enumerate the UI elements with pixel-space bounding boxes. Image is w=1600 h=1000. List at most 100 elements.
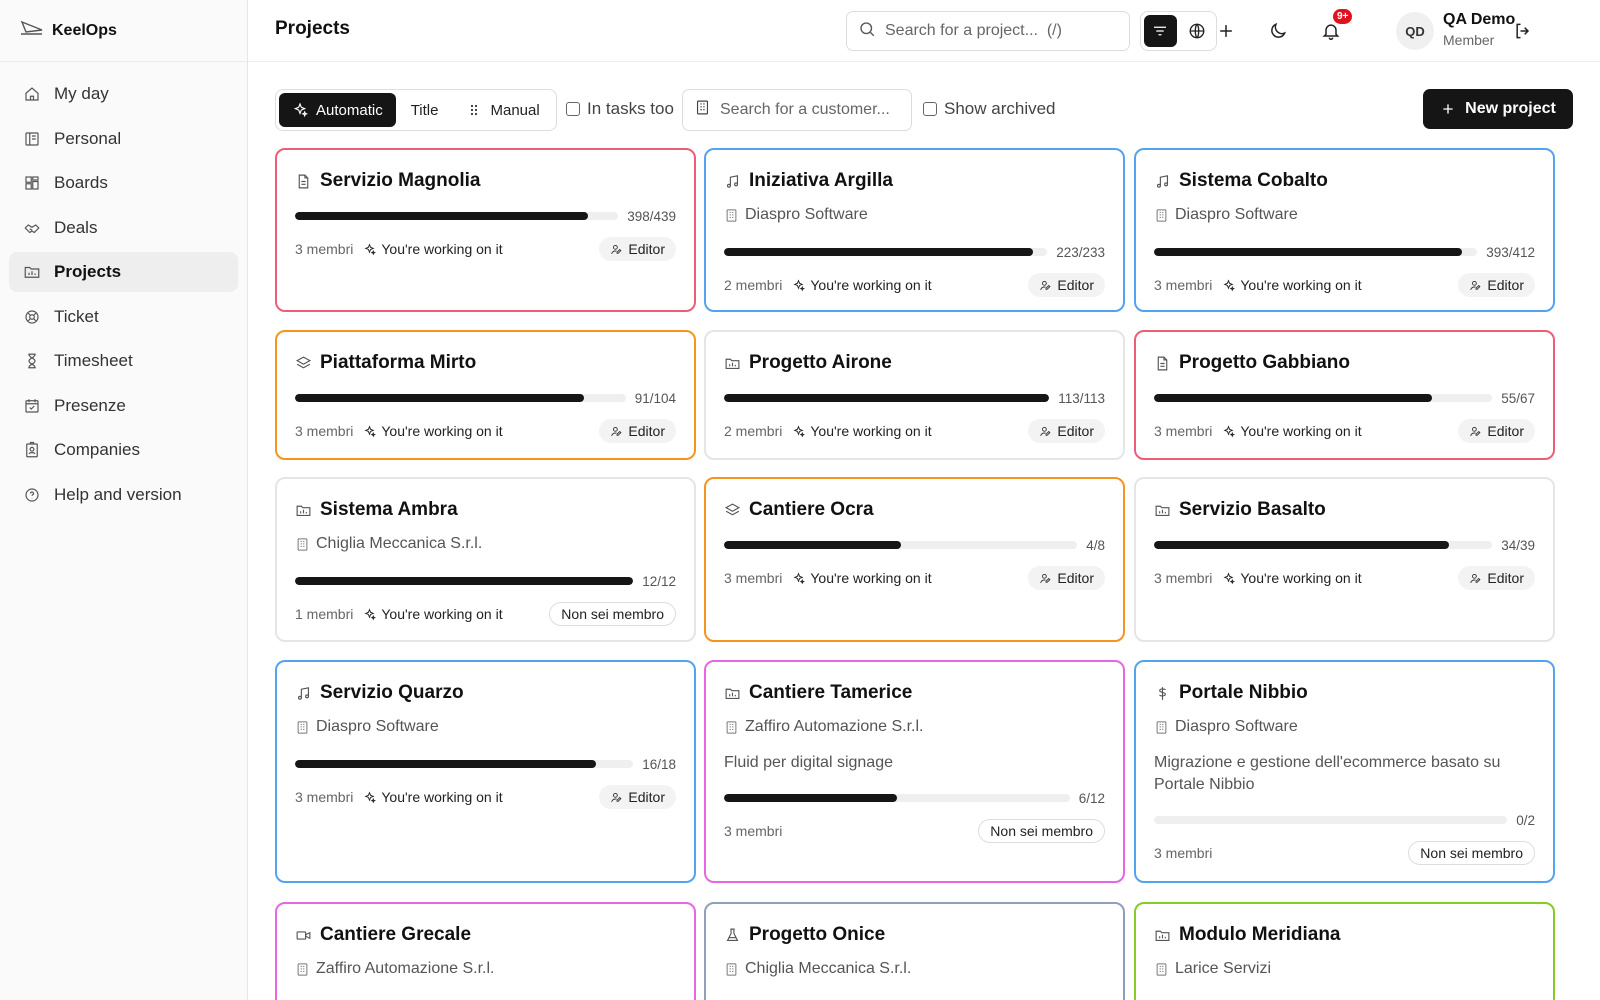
avatar[interactable]: QD [1396, 12, 1434, 50]
sidebar-item-deals[interactable]: Deals [9, 208, 238, 248]
project-card[interactable]: Cantiere Grecale Zaffiro Automazione S.r.… [275, 902, 696, 1000]
globe-button[interactable] [1181, 15, 1214, 47]
project-card[interactable]: Portale Nibbio Diaspro Software Migrazione… [1134, 660, 1555, 883]
project-title[interactable]: Modulo Meridiana [1154, 924, 1341, 946]
role-badge[interactable]: Editor [599, 237, 676, 261]
building-icon [297, 962, 308, 976]
role-badge[interactable]: Editor [1458, 566, 1535, 590]
role-badge[interactable]: Editor [599, 419, 676, 443]
role-badge[interactable]: Non sei membro [549, 602, 676, 626]
sort-manual-button[interactable]: Manual [453, 93, 552, 127]
checkbox-box[interactable] [566, 102, 580, 116]
role-badge[interactable]: Editor [1028, 419, 1105, 443]
top-bar: Projects 9+ QD QA Demo Member [248, 0, 1600, 62]
role-badge[interactable]: Editor [599, 785, 676, 809]
project-card[interactable]: Iniziativa Argilla Diaspro Software 223/2… [704, 148, 1125, 312]
progress-bar [724, 394, 1050, 402]
project-customer[interactable]: Zaffiro Automazione S.r.l. [295, 960, 494, 978]
project-card[interactable]: Cantiere Tamerice Zaffiro Automazione S.r… [704, 660, 1125, 883]
project-title[interactable]: Sistema Cobalto [1154, 170, 1328, 192]
role-badge[interactable]: Non sei membro [1408, 841, 1535, 865]
project-title[interactable]: Progetto Airone [724, 352, 892, 374]
role-badge[interactable]: Editor [1028, 273, 1105, 297]
project-card[interactable]: Cantiere Ocra 4/8 3 membri You're workin… [704, 477, 1125, 642]
add-button[interactable] [1210, 15, 1242, 47]
role-badge[interactable]: Non sei membro [978, 819, 1105, 843]
sidebar-item-label: Timesheet [54, 351, 133, 370]
project-title[interactable]: Sistema Ambra [295, 499, 458, 521]
project-meta: 1 membri You're working on it Non sei me… [295, 602, 676, 626]
project-customer[interactable]: Larice Servizi [1154, 960, 1271, 978]
project-title[interactable]: Servizio Magnolia [295, 170, 480, 192]
new-project-button[interactable]: New project [1423, 89, 1573, 129]
role-label: Editor [1057, 277, 1094, 293]
project-card[interactable]: Sistema Cobalto Diaspro Software 393/412 … [1134, 148, 1555, 312]
project-title[interactable]: Cantiere Ocra [724, 499, 874, 521]
project-title[interactable]: Cantiere Tamerice [724, 682, 912, 704]
project-card[interactable]: Piattaforma Mirto 91/104 3 membri You're… [275, 330, 696, 460]
project-description: Fluid per digital signage [724, 754, 893, 771]
working-status: You're working on it [1222, 423, 1362, 439]
project-card[interactable]: Servizio Basalto 34/39 3 membri You're w… [1134, 477, 1555, 642]
sidebar-item-ticket[interactable]: Ticket [9, 297, 238, 337]
sidebar-item-help-and-version[interactable]: Help and version [9, 475, 238, 515]
role-badge[interactable]: Editor [1458, 273, 1535, 297]
theme-toggle-button[interactable] [1262, 15, 1294, 47]
checkbox-box[interactable] [923, 102, 937, 116]
role-badge[interactable]: Editor [1458, 419, 1535, 443]
brand[interactable]: KeelOps [0, 0, 247, 62]
sparkles-icon [364, 424, 377, 437]
project-title[interactable]: Piattaforma Mirto [295, 352, 476, 374]
progress-bar [1154, 541, 1493, 549]
project-card[interactable]: Sistema Ambra Chiglia Meccanica S.r.l. 12… [275, 477, 696, 642]
project-customer[interactable]: Chiglia Meccanica S.r.l. [295, 535, 482, 553]
role-badge[interactable]: Editor [1028, 566, 1105, 590]
project-search-input[interactable] [885, 22, 1115, 40]
project-meta: 3 membri You're working on it Editor [1154, 566, 1535, 590]
project-title[interactable]: Progetto Gabbiano [1154, 352, 1350, 374]
project-card[interactable]: Progetto Onice Chiglia Meccanica S.r.l. [704, 902, 1125, 1000]
project-search[interactable] [846, 11, 1130, 51]
project-card[interactable]: Progetto Airone 113/113 2 membri You're … [704, 330, 1125, 460]
sidebar-item-personal[interactable]: Personal [9, 119, 238, 159]
sidebar-item-presenze[interactable]: Presenze [9, 386, 238, 426]
layers-icon [295, 355, 312, 368]
project-card[interactable]: Servizio Magnolia 398/439 3 membri You'r… [275, 148, 696, 312]
project-card[interactable]: Servizio Quarzo Diaspro Software 16/18 3 … [275, 660, 696, 883]
sort-automatic-button[interactable]: Automatic [279, 93, 396, 127]
project-title[interactable]: Servizio Basalto [1154, 499, 1326, 521]
sort-title-button[interactable]: Title [398, 93, 452, 127]
project-customer[interactable]: Diaspro Software [1154, 206, 1298, 224]
sidebar-item-my-day[interactable]: My day [9, 74, 238, 114]
logout-button[interactable] [1507, 15, 1539, 47]
project-card[interactable]: Modulo Meridiana Larice Servizi [1134, 902, 1555, 1000]
customer-search-input[interactable] [720, 101, 900, 119]
project-customer[interactable]: Zaffiro Automazione S.r.l. [724, 718, 923, 736]
customer-search[interactable] [682, 89, 912, 131]
project-title[interactable]: Portale Nibbio [1154, 682, 1308, 704]
project-customer[interactable]: Diaspro Software [1154, 718, 1298, 736]
project-customer[interactable]: Diaspro Software [295, 718, 439, 736]
progress: 55/67 [1154, 390, 1535, 406]
user-edit-icon [1470, 280, 1481, 290]
project-title[interactable]: Progetto Onice [724, 924, 885, 946]
project-title[interactable]: Cantiere Grecale [295, 924, 471, 946]
sidebar-item-boards[interactable]: Boards [9, 163, 238, 203]
project-customer[interactable]: Chiglia Meccanica S.r.l. [724, 960, 911, 978]
project-card[interactable]: Progetto Gabbiano 55/67 3 membri You're … [1134, 330, 1555, 460]
sidebar-item-timesheet[interactable]: Timesheet [9, 341, 238, 381]
working-status: You're working on it [363, 606, 503, 622]
flask-icon [726, 928, 739, 941]
filter-button[interactable] [1144, 15, 1177, 47]
working-label: You're working on it [1240, 570, 1362, 586]
project-title[interactable]: Iniziativa Argilla [724, 170, 893, 192]
in-tasks-too-checkbox[interactable]: In tasks too [566, 99, 674, 119]
project-title[interactable]: Servizio Quarzo [295, 682, 464, 704]
project-customer[interactable]: Diaspro Software [724, 206, 868, 224]
sidebar-item-projects[interactable]: Projects [9, 252, 238, 292]
notifications-button[interactable]: 9+ [1315, 9, 1353, 47]
show-archived-checkbox[interactable]: Show archived [923, 99, 1056, 119]
user-edit-icon [1470, 573, 1481, 583]
progress-bar [724, 248, 1048, 256]
sidebar-item-companies[interactable]: Companies [9, 430, 238, 470]
